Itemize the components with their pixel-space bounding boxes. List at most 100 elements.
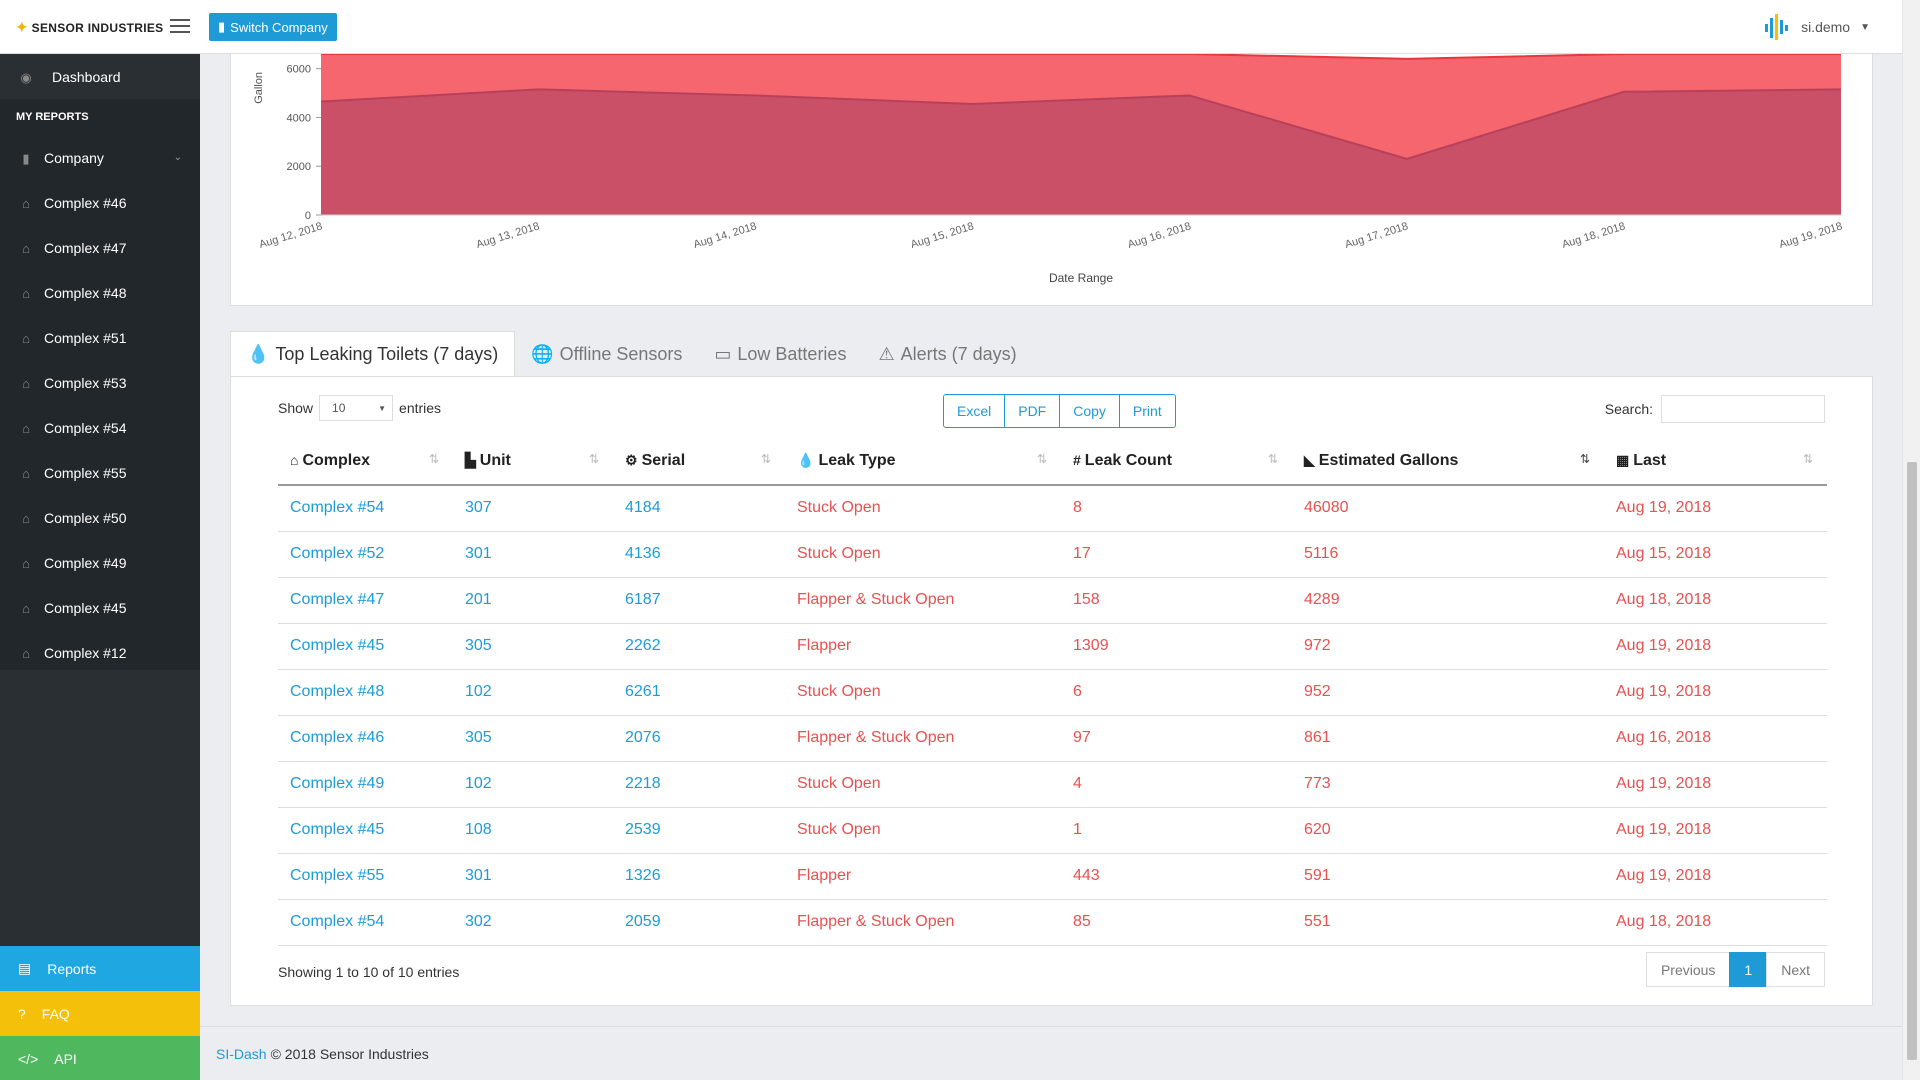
- sidebar-item-complex[interactable]: ⌂ Complex #55: [0, 450, 200, 495]
- column-header-last[interactable]: ▦ Last ⇅: [1604, 437, 1827, 486]
- show-label: Show: [278, 400, 314, 416]
- page-scrollbar[interactable]: [1902, 0, 1920, 1080]
- serial-cell[interactable]: 2218: [613, 761, 785, 808]
- switch-company-button[interactable]: ▮ Switch Company: [209, 13, 337, 41]
- sidebar-item-complex[interactable]: ⌂ Complex #51: [0, 315, 200, 360]
- serial-cell[interactable]: 2059: [613, 899, 785, 946]
- unit-cell[interactable]: 301: [453, 531, 613, 578]
- leak-type-cell: Flapper & Stuck Open: [785, 577, 1061, 624]
- serial-cell[interactable]: 4184: [613, 485, 785, 532]
- unit-cell[interactable]: 302: [453, 899, 613, 946]
- menu-toggle-button[interactable]: [170, 16, 190, 36]
- username: si.demo: [1801, 19, 1851, 35]
- leak-type-cell: Flapper: [785, 623, 1061, 670]
- sidebar-item-reports[interactable]: ▤ Reports: [0, 946, 200, 991]
- leak-count-cell: 6: [1061, 669, 1292, 716]
- next-button[interactable]: Next: [1766, 952, 1825, 987]
- complex-cell[interactable]: Complex #54: [278, 485, 453, 532]
- complex-cell[interactable]: Complex #49: [278, 761, 453, 808]
- complex-cell[interactable]: Complex #52: [278, 531, 453, 578]
- sidebar-item-complex[interactable]: ⌂ Complex #46: [0, 180, 200, 225]
- sidebar-item-complex[interactable]: ⌂ Complex #49: [0, 540, 200, 585]
- clipboard-icon: ▤: [18, 960, 32, 976]
- tab-label: Offline Sensors: [559, 343, 683, 364]
- last-cell: Aug 19, 2018: [1604, 485, 1827, 532]
- column-header-leak-type[interactable]: 💧 Leak Type ⇅: [785, 437, 1061, 486]
- sidebar-item-api[interactable]: </> API: [0, 1036, 200, 1080]
- footer-link[interactable]: SI-Dash: [216, 1045, 267, 1062]
- page-1-button[interactable]: 1: [1729, 952, 1768, 987]
- user-menu[interactable]: si.demo ▼: [1763, 12, 1870, 42]
- building-icon: ▮: [22, 150, 30, 166]
- unit-cell[interactable]: 301: [453, 853, 613, 900]
- excel-button[interactable]: Excel: [943, 394, 1006, 428]
- column-header-estimated-gallons[interactable]: ◣ Estimated Gallons ⇅: [1292, 437, 1604, 486]
- complex-cell[interactable]: Complex #55: [278, 853, 453, 900]
- unit-cell[interactable]: 201: [453, 577, 613, 624]
- switch-company-label: Switch Company: [230, 19, 328, 35]
- footer: SI-Dash © 2018 Sensor Industries: [200, 1026, 1902, 1080]
- complex-cell[interactable]: Complex #48: [278, 669, 453, 716]
- complex-cell[interactable]: Complex #47: [278, 577, 453, 624]
- serial-cell[interactable]: 1326: [613, 853, 785, 900]
- pdf-button[interactable]: PDF: [1004, 394, 1061, 428]
- sidebar-item-complex[interactable]: ⌂ Complex #47: [0, 225, 200, 270]
- leak-type-cell: Stuck Open: [785, 807, 1061, 854]
- sidebar-item-label: Complex #50: [44, 509, 127, 526]
- sidebar-item-complex[interactable]: ⌂ Complex #54: [0, 405, 200, 450]
- complex-cell[interactable]: Complex #45: [278, 807, 453, 854]
- tab-low-batteries[interactable]: ▭ Low Batteries: [698, 331, 862, 377]
- gallons-cell: 620: [1292, 807, 1604, 854]
- globe-icon: 🌐: [531, 343, 554, 364]
- chart-panel: 0 2000 4000 6000 Gallon Aug 12, 2018 Aug 13, 2…: [230, 53, 1873, 306]
- tab-offline-sensors[interactable]: 🌐 Offline Sensors: [515, 331, 698, 377]
- unit-cell[interactable]: 305: [453, 715, 613, 762]
- serial-cell[interactable]: 2076: [613, 715, 785, 762]
- page-size-select[interactable]: 10 ▼: [319, 395, 394, 421]
- gallons-cell: 46080: [1292, 485, 1604, 532]
- column-header-serial[interactable]: ⚙ Serial ⇅: [613, 437, 785, 486]
- column-header-complex[interactable]: ⌂ Complex ⇅: [278, 437, 453, 486]
- search-input[interactable]: [1661, 395, 1825, 423]
- home-icon: ⌂: [22, 195, 30, 211]
- table-row: Complex #48 102 6261 Stuck Open 6 952 Aug 19, …: [278, 669, 1827, 716]
- unit-cell[interactable]: 102: [453, 669, 613, 716]
- leak-count-cell: 17: [1061, 531, 1292, 578]
- unit-cell[interactable]: 102: [453, 761, 613, 808]
- sidebar-item-complex[interactable]: ⌂ Complex #53: [0, 360, 200, 405]
- complex-cell[interactable]: Complex #45: [278, 623, 453, 670]
- unit-cell[interactable]: 108: [453, 807, 613, 854]
- column-header-leak-count[interactable]: # Leak Count ⇅: [1061, 437, 1292, 486]
- export-buttons: Excel PDF Copy Print: [943, 394, 1176, 428]
- sidebar-item-complex[interactable]: ⌂ Complex #45: [0, 585, 200, 630]
- sidebar-item-label: FAQ: [41, 1005, 70, 1022]
- y-tick-label: 0: [305, 210, 311, 222]
- tab-top-leaking-toilets[interactable]: 💧 Top Leaking Toilets (7 days): [230, 331, 516, 377]
- complex-cell[interactable]: Complex #46: [278, 715, 453, 762]
- sidebar-item-complex[interactable]: ⌂ Complex #12: [0, 630, 200, 675]
- complex-cell[interactable]: Complex #54: [278, 899, 453, 946]
- unit-cell[interactable]: 305: [453, 623, 613, 670]
- sidebar-item-dashboard[interactable]: ◉ Dashboard: [0, 54, 200, 99]
- sidebar-item-faq[interactable]: ? FAQ: [0, 991, 200, 1036]
- previous-button[interactable]: Previous: [1645, 952, 1731, 987]
- column-header-unit[interactable]: ▙ Unit ⇅: [453, 437, 613, 486]
- sidebar-item-complex[interactable]: ⌂ Complex #50: [0, 495, 200, 540]
- gallons-cell: 591: [1292, 853, 1604, 900]
- logo[interactable]: ✦ SENSOR INDUSTRIES: [16, 19, 163, 36]
- building-icon: ▮: [218, 19, 226, 34]
- serial-cell[interactable]: 4136: [613, 531, 785, 578]
- print-button[interactable]: Print: [1118, 394, 1176, 428]
- sidebar-item-complex[interactable]: ⌂ Complex #48: [0, 270, 200, 315]
- unit-cell[interactable]: 307: [453, 485, 613, 532]
- scrollbar-thumb[interactable]: [1907, 462, 1917, 1060]
- sidebar-item-company[interactable]: ▮ Company ⌄: [0, 135, 200, 180]
- serial-cell[interactable]: 2539: [613, 807, 785, 854]
- tab-alerts[interactable]: ⚠ Alerts (7 days): [862, 331, 1032, 377]
- last-cell: Aug 15, 2018: [1604, 531, 1827, 578]
- serial-cell[interactable]: 6187: [613, 577, 785, 624]
- serial-cell[interactable]: 6261: [613, 669, 785, 716]
- sidebar-section-title: MY REPORTS: [0, 99, 200, 135]
- copy-button[interactable]: Copy: [1059, 394, 1120, 428]
- serial-cell[interactable]: 2262: [613, 623, 785, 670]
